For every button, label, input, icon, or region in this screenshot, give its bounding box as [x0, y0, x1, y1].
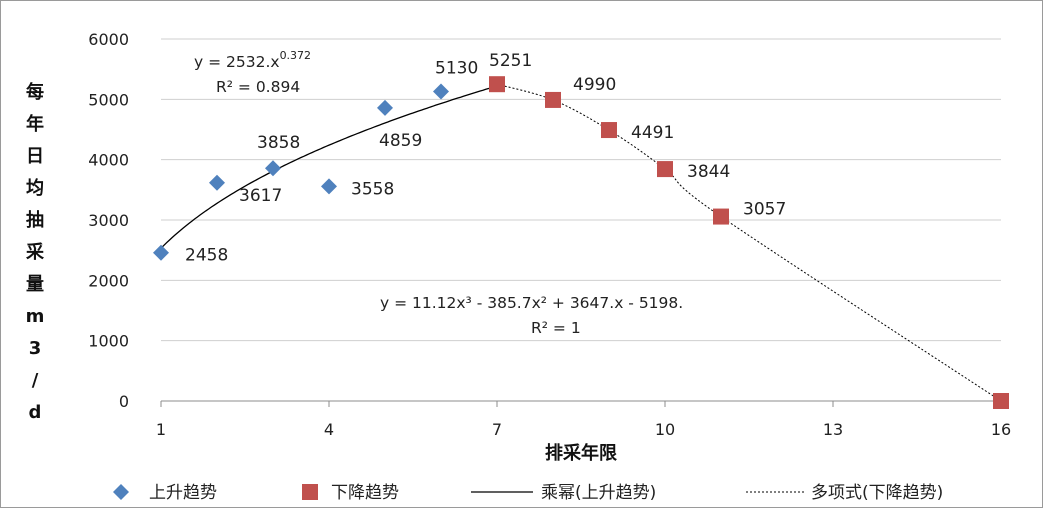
- rising-point: [209, 174, 225, 191]
- rising-point: [153, 244, 169, 261]
- data-label: 3558: [351, 179, 394, 199]
- y-axis-title-char: 采: [25, 242, 45, 263]
- falling-point: [713, 208, 729, 225]
- polynomial-trendline: [496, 83, 1002, 402]
- legend-rising-marker: [113, 484, 129, 500]
- poly-r2: R² = 1: [531, 319, 581, 337]
- y-axis-title-char: 抽: [26, 209, 44, 231]
- falling-point: [601, 122, 617, 139]
- data-label: 3858: [257, 133, 300, 153]
- y-axis-title-char: 日: [26, 146, 44, 167]
- y-tick-label: 5000: [88, 90, 129, 109]
- x-tick-label: 7: [492, 420, 502, 439]
- data-points: [153, 76, 1009, 409]
- data-label: 3057: [743, 200, 786, 220]
- rising-point: [377, 99, 393, 116]
- y-tick-label: 4000: [88, 151, 129, 170]
- poly-equation: y = 11.12x³ - 385.7x² + 3647.x - 5198.: [380, 294, 683, 312]
- y-axis-title-char: /: [32, 370, 39, 391]
- falling-point: [993, 393, 1009, 409]
- power-trendline: [160, 85, 498, 249]
- falling-point: [489, 76, 505, 93]
- falling-point: [545, 91, 561, 108]
- y-tick-label: 3000: [88, 211, 129, 230]
- y-axis-title-char: 均: [26, 177, 44, 199]
- x-tick-label: 1: [156, 420, 166, 439]
- y-axis-title-char: d: [29, 402, 42, 423]
- data-label: 3617: [239, 186, 282, 206]
- legend: 上升趋势 下降趋势 乘幂(上升趋势) 多项式(下降趋势): [113, 483, 943, 503]
- x-tick-label: 10: [655, 420, 675, 439]
- legend-power-label: 乘幂(上升趋势): [541, 483, 656, 503]
- legend-falling-label: 下降趋势: [331, 483, 399, 503]
- gridlines: [161, 38, 1001, 342]
- data-label: 5130: [435, 58, 478, 78]
- power-r2: R² = 0.894: [216, 78, 300, 96]
- y-tick-labels: 0 1000 2000 3000 4000 5000 6000: [88, 30, 129, 411]
- x-tick-label: 16: [991, 420, 1011, 439]
- legend-rising-label: 上升趋势: [149, 483, 217, 503]
- y-tick-label: 1000: [88, 332, 129, 351]
- y-tick-label: 0: [119, 392, 129, 411]
- y-axis-title-char: 量: [26, 273, 44, 295]
- falling-point: [657, 161, 673, 178]
- y-tick-label: 2000: [88, 271, 129, 290]
- data-label: 3844: [687, 162, 730, 182]
- y-axis-title-char: 每: [26, 81, 44, 103]
- power-equation: y = 2532.x0.372: [194, 49, 311, 71]
- data-label: 4491: [631, 123, 674, 143]
- x-tick-labels: 1 4 7 10 13 16: [156, 401, 1011, 439]
- rising-point: [265, 160, 281, 177]
- y-axis-title-char: 3: [29, 338, 42, 359]
- x-tick-label: 4: [324, 420, 334, 439]
- x-axis-title: 排采年限: [545, 442, 618, 464]
- x-tick-label: 13: [823, 420, 843, 439]
- y-axis-title-char: 年: [26, 113, 44, 135]
- y-axis-title-char: m: [26, 306, 45, 327]
- y-tick-label: 6000: [88, 30, 129, 49]
- data-label: 4990: [573, 75, 616, 95]
- legend-falling-marker: [302, 484, 318, 500]
- data-labels: 2458 3617 3858 3558 4859 5130 5251 4990 4491 3844…: [185, 51, 786, 266]
- data-label: 5251: [489, 51, 532, 71]
- data-label: 4859: [379, 131, 422, 151]
- trendlines: [160, 83, 1002, 402]
- rising-point: [321, 178, 337, 195]
- legend-poly-label: 多项式(下降趋势): [811, 483, 943, 503]
- rising-point: [433, 83, 449, 100]
- data-label: 2458: [185, 246, 228, 266]
